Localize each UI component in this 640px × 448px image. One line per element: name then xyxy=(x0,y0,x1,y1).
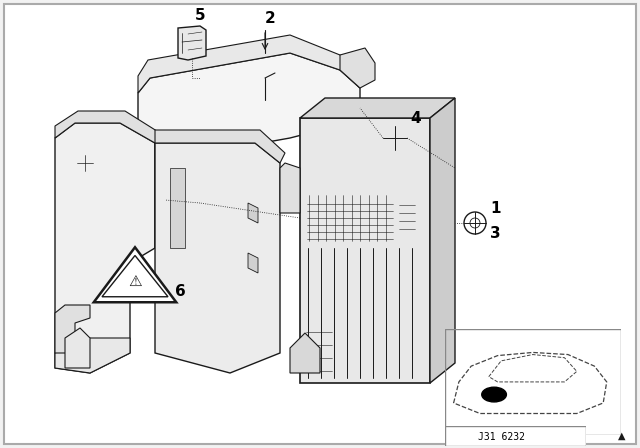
Text: 3: 3 xyxy=(490,226,500,241)
Text: J31 6232: J31 6232 xyxy=(477,432,525,442)
Polygon shape xyxy=(55,111,160,143)
FancyBboxPatch shape xyxy=(397,198,417,233)
Polygon shape xyxy=(138,35,360,93)
Circle shape xyxy=(482,387,506,402)
Polygon shape xyxy=(300,98,455,118)
Polygon shape xyxy=(430,98,455,383)
Polygon shape xyxy=(55,123,155,373)
FancyBboxPatch shape xyxy=(445,426,586,446)
Text: 6: 6 xyxy=(175,284,186,299)
FancyBboxPatch shape xyxy=(304,315,334,375)
Polygon shape xyxy=(155,130,285,163)
Polygon shape xyxy=(178,26,206,60)
Polygon shape xyxy=(93,247,176,302)
Text: ⚠: ⚠ xyxy=(128,273,142,289)
Polygon shape xyxy=(340,48,375,88)
Text: 4: 4 xyxy=(410,111,420,126)
Polygon shape xyxy=(55,305,90,353)
Polygon shape xyxy=(280,163,300,213)
FancyBboxPatch shape xyxy=(305,193,395,243)
Text: 5: 5 xyxy=(195,8,205,23)
Polygon shape xyxy=(65,328,90,368)
Polygon shape xyxy=(138,53,360,163)
Polygon shape xyxy=(290,333,320,373)
Polygon shape xyxy=(170,168,185,248)
Polygon shape xyxy=(300,118,430,383)
Polygon shape xyxy=(155,133,160,248)
Polygon shape xyxy=(489,354,577,382)
Text: 2: 2 xyxy=(265,11,276,26)
Polygon shape xyxy=(155,143,280,373)
Polygon shape xyxy=(248,253,258,273)
Polygon shape xyxy=(55,338,130,373)
Text: 1: 1 xyxy=(490,201,500,216)
Polygon shape xyxy=(248,203,258,223)
Polygon shape xyxy=(454,353,607,414)
Text: ▲: ▲ xyxy=(618,431,626,441)
FancyBboxPatch shape xyxy=(4,4,636,444)
